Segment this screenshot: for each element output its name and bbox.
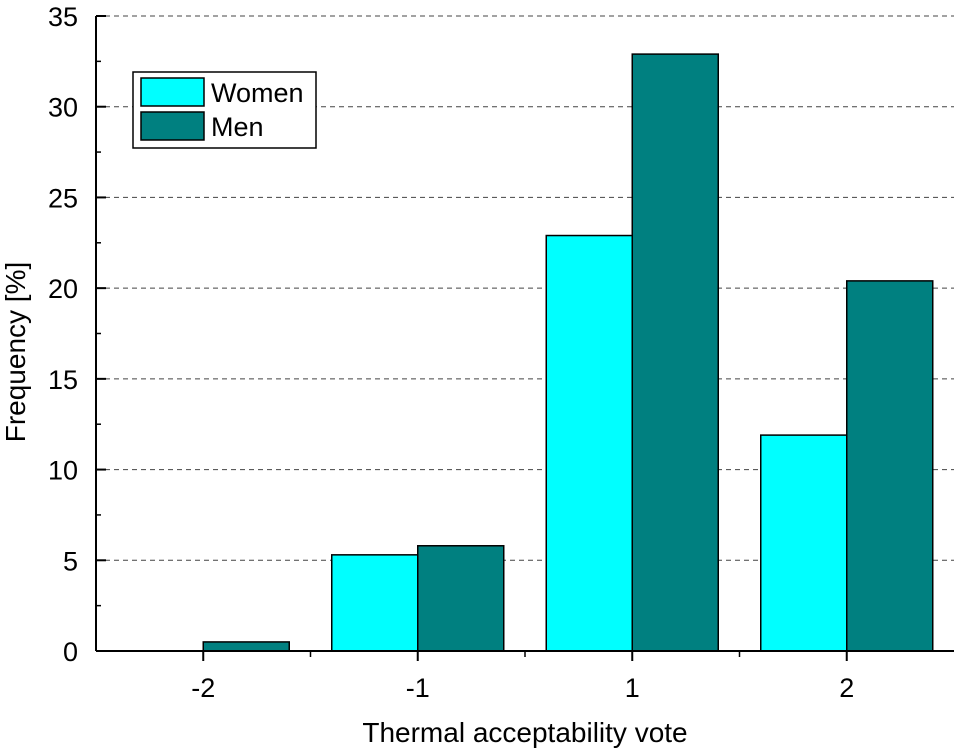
y-tick-label: 25 — [48, 183, 78, 213]
legend-label-men: Men — [211, 112, 264, 142]
bars — [202, 53, 934, 652]
bar-men--2 — [202, 641, 290, 652]
legend-swatch-men — [140, 111, 205, 141]
tick-labels: 0 5 10 15 20 25 30 35 -2 -1 1 2 — [48, 2, 854, 703]
legend-swatch-women — [140, 77, 205, 107]
x-tick-label: 1 — [625, 673, 640, 703]
y-axis-title: Frequency [%] — [0, 262, 31, 443]
bar-men-1 — [631, 53, 719, 652]
y-tick-label: 35 — [48, 2, 78, 32]
y-tick-label: 15 — [48, 365, 78, 395]
bar-women-2 — [760, 434, 848, 652]
bar-men--1 — [417, 545, 505, 652]
legend: Women Men — [132, 71, 317, 149]
y-tick-label: 20 — [48, 274, 78, 304]
x-axis-title: Thermal acceptability vote — [362, 717, 687, 748]
y-tick-label: 30 — [48, 93, 78, 123]
x-tick-label: -2 — [191, 673, 215, 703]
x-tick-label: 2 — [839, 673, 854, 703]
bar-women-1 — [545, 234, 633, 652]
y-tick-label: 10 — [48, 456, 78, 486]
legend-label-women: Women — [211, 78, 304, 108]
y-tick-label: 5 — [63, 546, 78, 576]
bar-men-2 — [846, 280, 934, 652]
y-tick-label: 0 — [63, 637, 78, 667]
x-tick-label: -1 — [406, 673, 430, 703]
bar-women--1 — [331, 554, 419, 652]
axes — [95, 15, 954, 661]
